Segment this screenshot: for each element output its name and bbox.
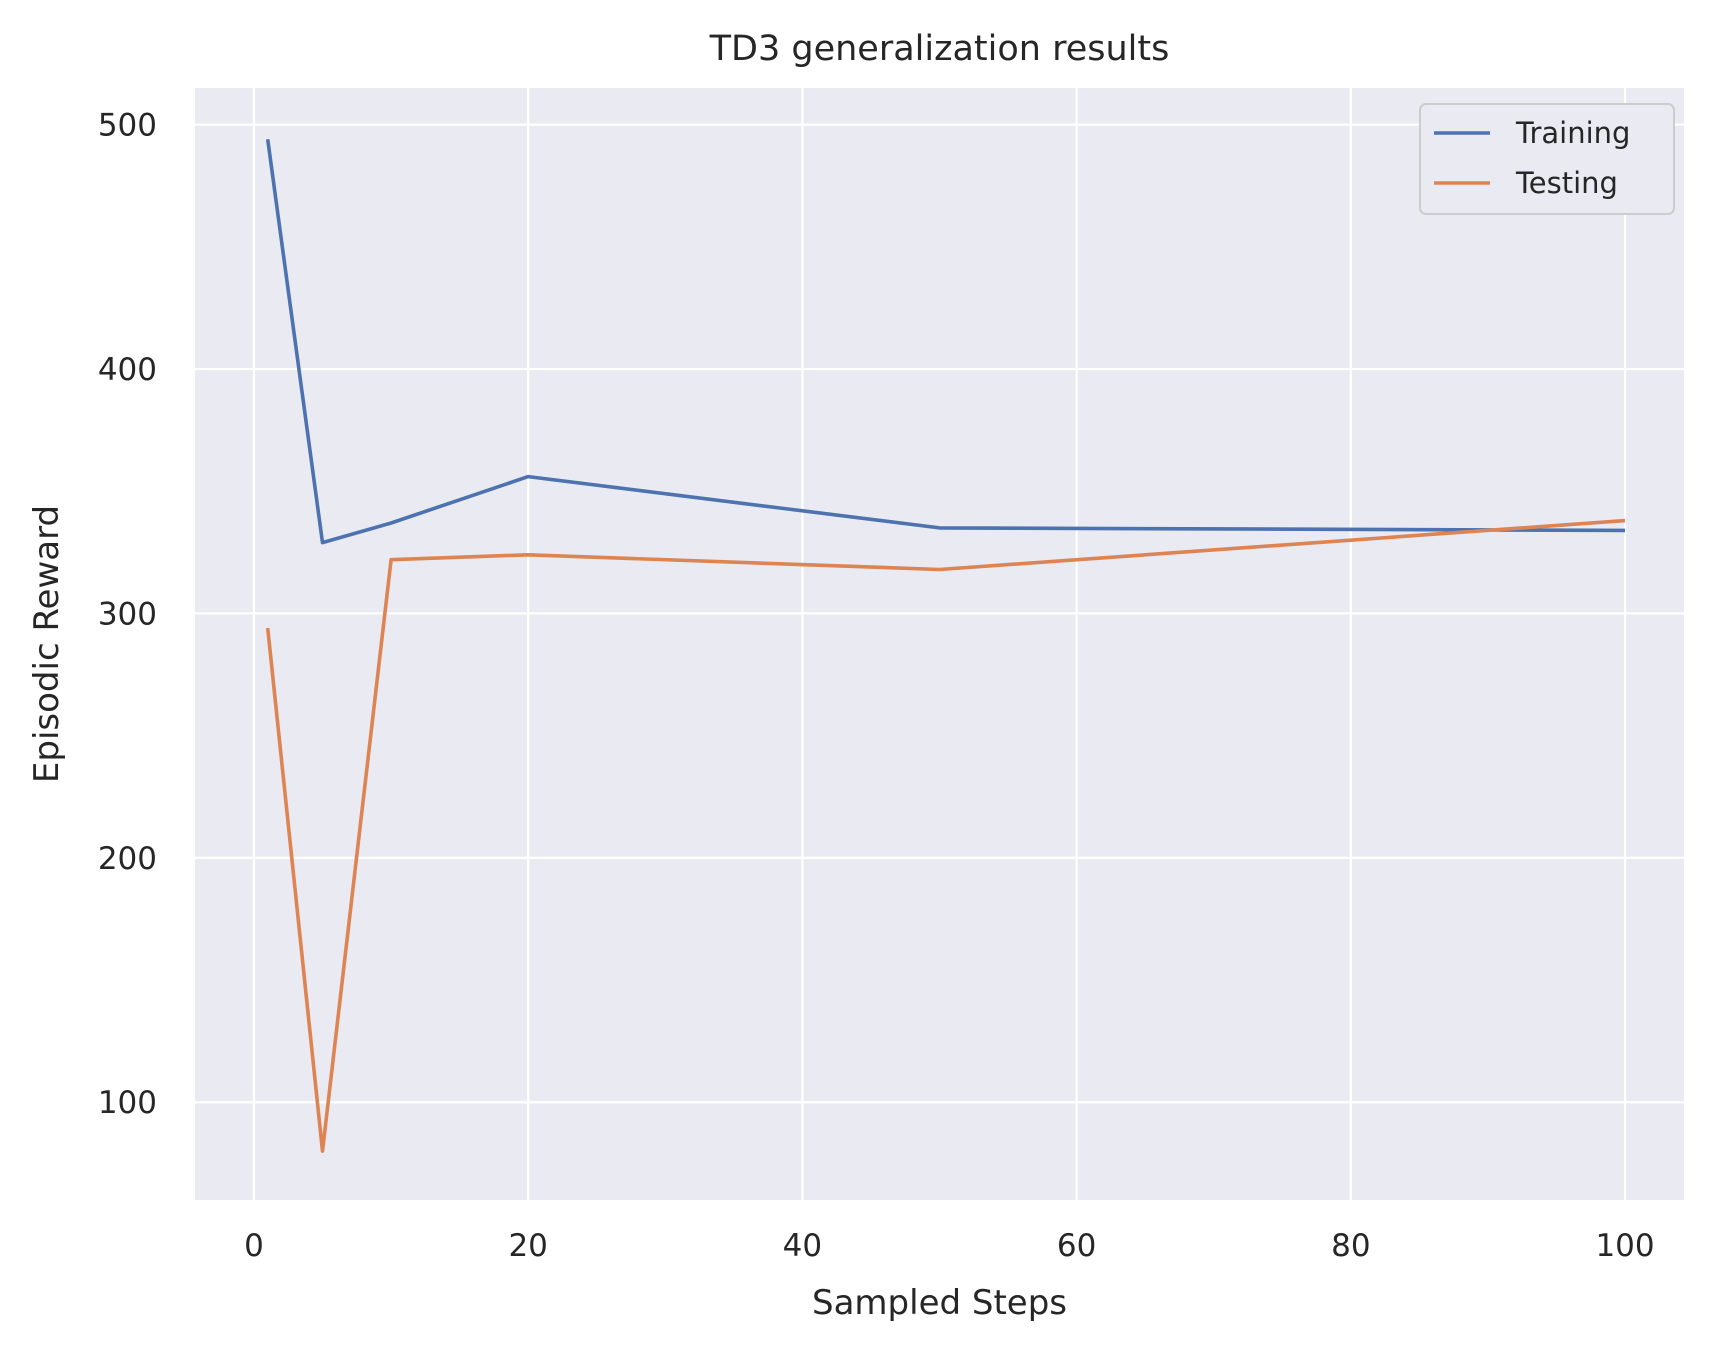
series-line-testing [265,518,1626,1153]
x-axis-title: Sampled Steps [812,1283,1067,1323]
x-tick-label: 20 [508,1228,547,1264]
y-axis-title: Episodic Reward [27,505,67,783]
tick-labels: 0 20 40 60 80 100 100 200 300 400 500 [98,108,1655,1264]
chart-title: TD3 generalization results [709,29,1170,69]
x-tick-label: 100 [1595,1228,1654,1264]
x-tick-label: 0 [244,1228,264,1264]
x-tick-label: 80 [1331,1228,1370,1264]
legend: Training Testing [1419,103,1675,215]
y-tick-label: 500 [98,108,157,144]
series-lines [265,139,1626,1153]
x-tick-label: 60 [1057,1228,1096,1264]
y-tick-label: 400 [98,352,157,388]
y-tick-label: 200 [98,841,157,877]
y-tick-label: 300 [98,596,157,632]
grid [195,88,1684,1200]
series-line-training [265,139,1626,545]
legend-label-training: Training [1515,116,1630,150]
y-tick-label: 100 [98,1085,157,1121]
x-tick-label: 40 [783,1228,822,1264]
plot-background [195,88,1684,1200]
legend-label-testing: Testing [1515,166,1618,200]
